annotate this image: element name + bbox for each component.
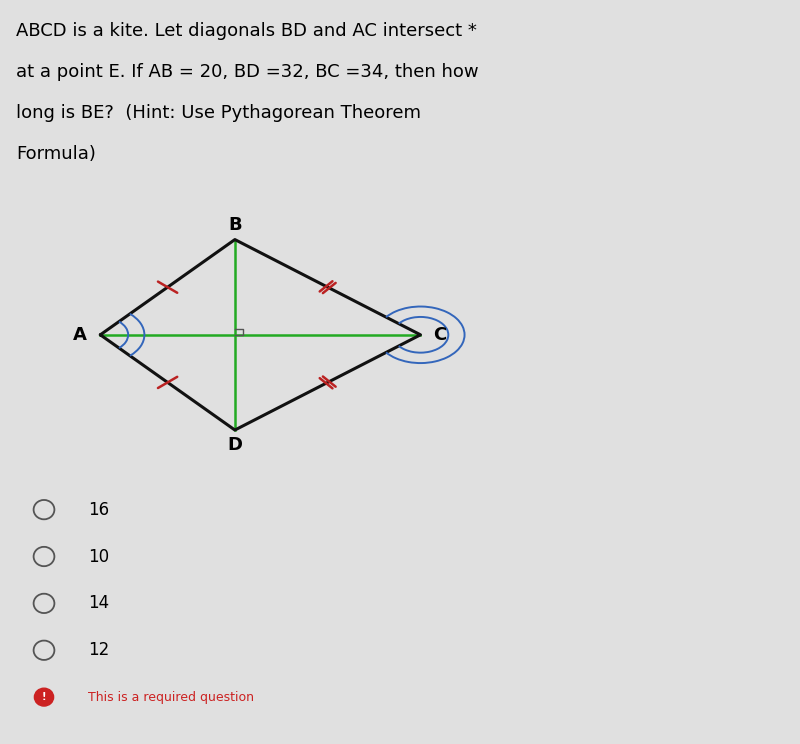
Text: 12: 12 xyxy=(88,641,110,659)
Text: 16: 16 xyxy=(88,501,109,519)
Text: A: A xyxy=(73,326,86,344)
Text: ABCD is a kite. Let diagonals BD and AC intersect *: ABCD is a kite. Let diagonals BD and AC … xyxy=(16,22,477,40)
Text: long is BE?  (Hint: Use Pythagorean Theorem: long is BE? (Hint: Use Pythagorean Theor… xyxy=(16,104,421,122)
Text: B: B xyxy=(228,217,242,234)
Text: This is a required question: This is a required question xyxy=(88,690,254,704)
Text: at a point E. If AB = 20, BD =32, BC =34, then how: at a point E. If AB = 20, BD =32, BC =34… xyxy=(16,63,478,81)
Text: 10: 10 xyxy=(88,548,109,565)
Text: C: C xyxy=(434,326,446,344)
Text: !: ! xyxy=(42,692,46,702)
Text: D: D xyxy=(227,436,242,454)
Text: Formula): Formula) xyxy=(16,145,96,163)
Text: 14: 14 xyxy=(88,594,109,612)
